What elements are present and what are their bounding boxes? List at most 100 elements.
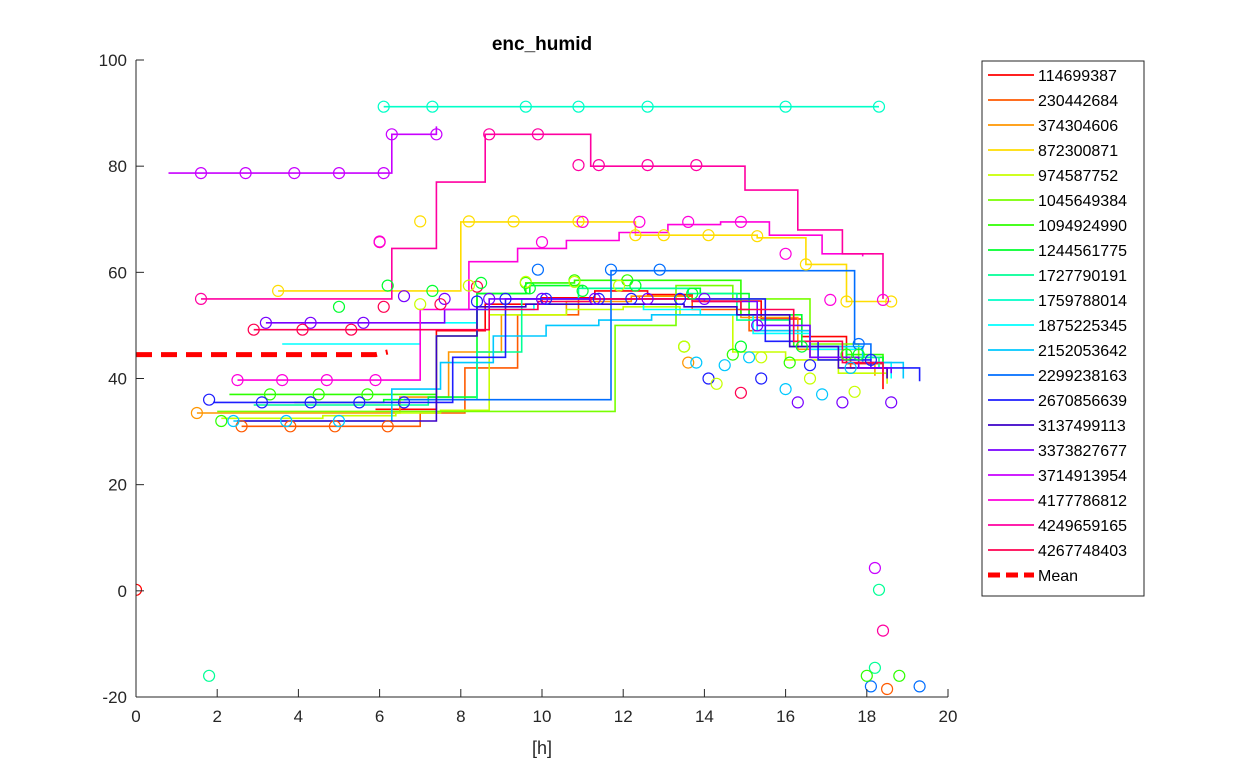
data-point — [629, 229, 642, 242]
x-tick-label: 20 — [939, 707, 958, 726]
legend-item-872300871[interactable]: 872300871 — [988, 143, 1118, 160]
legend-item-1045649384[interactable]: 1045649384 — [988, 193, 1127, 210]
data-point — [876, 624, 890, 637]
legend-label: 2670856639 — [1038, 393, 1127, 410]
x-tick-label: 8 — [456, 707, 465, 726]
data-point — [369, 374, 382, 387]
data-point — [288, 167, 301, 180]
legend-item-4249659165[interactable]: 4249659165 — [988, 518, 1127, 535]
legend-label: 230442684 — [1038, 93, 1118, 110]
legend-label: 1727790191 — [1038, 268, 1127, 285]
legend-item-1727790191[interactable]: 1727790191 — [988, 268, 1127, 285]
legend[interactable]: 114699387 230442684 374304606 872300871 9745… — [981, 60, 1145, 597]
data-point — [588, 292, 601, 305]
legend-label: 4267748403 — [1038, 543, 1127, 560]
x-tick-label: 12 — [614, 707, 633, 726]
x-tick-label: 6 — [375, 707, 384, 726]
data-point — [751, 230, 764, 243]
legend-item-1759788014[interactable]: 1759788014 — [988, 293, 1127, 310]
legend-item-2299238163[interactable]: 2299238163 — [988, 368, 1127, 385]
data-point — [779, 247, 792, 260]
legend-label: 3714913954 — [1038, 468, 1127, 485]
data-point — [462, 279, 475, 292]
data-point — [702, 229, 715, 242]
legend-label: 114699387 — [1038, 68, 1117, 85]
legend-label: 2152053642 — [1038, 343, 1127, 360]
y-tick-label: 100 — [99, 51, 127, 70]
x-tick-label: 18 — [857, 707, 876, 726]
data-point — [239, 167, 252, 180]
series-line-3137499113 — [237, 303, 888, 422]
legend-item-1244561775[interactable]: 1244561775 — [988, 243, 1127, 260]
x-tick-label: 16 — [776, 707, 795, 726]
legend-item-230442684[interactable]: 230442684 — [988, 93, 1118, 110]
legend-label: 2299238163 — [1038, 368, 1127, 385]
legend-label: 1045649384 — [1038, 193, 1127, 210]
legend-item-4177786812[interactable]: 4177786812 — [988, 493, 1127, 510]
data-point — [499, 292, 512, 305]
data-point — [385, 128, 398, 141]
data-point — [194, 167, 208, 180]
data-point — [682, 215, 695, 228]
legend-item-1875225345[interactable]: 1875225345 — [988, 318, 1127, 335]
legend-item-4267748403[interactable]: 4267748403 — [988, 543, 1127, 560]
data-point — [507, 215, 520, 228]
data-point — [726, 348, 739, 361]
data-point — [377, 100, 390, 113]
data-point — [397, 290, 411, 303]
data-point — [276, 374, 289, 387]
legend-label: 3373827677 — [1038, 443, 1127, 460]
data-point — [641, 292, 654, 305]
legend-item-3137499113[interactable]: 3137499113 — [988, 418, 1126, 435]
data-point — [612, 279, 626, 292]
data-point — [345, 323, 358, 336]
data-point — [779, 383, 792, 396]
data-point — [531, 128, 545, 141]
data-point — [673, 292, 687, 305]
data-point — [657, 229, 670, 242]
data-point — [840, 348, 853, 361]
data-point — [568, 275, 581, 288]
data-point — [280, 414, 293, 428]
data-point — [860, 669, 873, 682]
data-point — [751, 319, 764, 332]
data-point — [296, 323, 309, 336]
legend-item-mean[interactable]: Mean — [988, 568, 1078, 585]
series-line-374304606 — [196, 295, 876, 414]
legend-item-2670856639[interactable]: 2670856639 — [988, 393, 1127, 410]
data-point — [539, 292, 553, 305]
plot-area — [136, 100, 926, 696]
data-point — [203, 669, 216, 682]
data-point — [203, 393, 216, 406]
legend-item-3714913954[interactable]: 3714913954 — [988, 468, 1127, 485]
data-point — [377, 167, 390, 180]
data-point — [913, 680, 926, 693]
data-point — [332, 300, 346, 313]
legend-label: 1244561775 — [1038, 243, 1127, 260]
x-axis-label: [h] — [532, 738, 552, 758]
legend-item-3373827677[interactable]: 3373827677 — [988, 443, 1127, 460]
data-point — [791, 396, 804, 409]
data-point — [734, 215, 748, 228]
legend-item-374304606[interactable]: 374304606 — [988, 118, 1118, 135]
data-point — [304, 396, 317, 409]
legend-item-114699387[interactable]: 114699387 — [988, 68, 1117, 85]
y-tick-label: 20 — [108, 476, 127, 495]
data-point — [462, 215, 475, 228]
legend-label: 872300871 — [1038, 143, 1118, 160]
data-point — [734, 340, 748, 353]
legend-item-974587752[interactable]: 974587752 — [988, 168, 1118, 185]
data-point — [272, 284, 285, 297]
data-point — [682, 356, 695, 369]
data-point — [815, 388, 829, 401]
y-tick-label: 60 — [108, 263, 127, 282]
data-point — [718, 359, 731, 372]
data-point — [377, 300, 390, 313]
data-point — [779, 100, 792, 113]
data-point — [475, 276, 488, 289]
legend-item-2152053642[interactable]: 2152053642 — [988, 343, 1127, 360]
data-point — [742, 351, 756, 364]
data-point — [353, 396, 366, 409]
legend-item-1094924990[interactable]: 1094924990 — [988, 218, 1127, 235]
data-point — [885, 396, 898, 409]
